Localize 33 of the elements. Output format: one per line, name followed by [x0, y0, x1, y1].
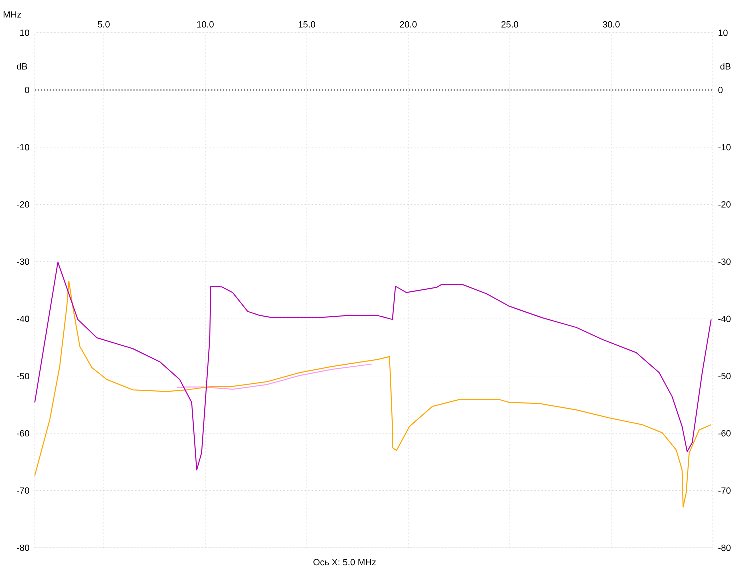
y2-tick-label: -30 — [718, 258, 731, 266]
y2-tick-label: -70 — [718, 488, 731, 494]
text: Ось X: 5.0 MHz — [314, 559, 376, 566]
y2-tick-label: -60 — [718, 430, 731, 437]
y-tick-label: -20 — [17, 201, 30, 208]
x-tick-label: 10.0 — [197, 21, 214, 28]
x-tick-label: 30.0 — [603, 21, 620, 28]
y-tick-label: 0 — [25, 87, 30, 94]
y2-tick-label: 10 — [718, 30, 728, 36]
y2-tick-label: 0 — [718, 87, 723, 94]
x-tick-label: 15.0 — [298, 21, 316, 28]
y2-tick-label: -50 — [718, 373, 731, 380]
y-tick-label: -60 — [17, 430, 30, 437]
y-tick-label: -80 — [17, 544, 30, 552]
y-tick-label: -40 — [17, 316, 30, 322]
x-tick-label: 20.0 — [400, 21, 417, 28]
y-axis-title: dB — [17, 63, 28, 70]
y2-tick-label: -20 — [718, 201, 731, 208]
y2-tick-label: -10 — [718, 144, 731, 151]
y-tick-label: -50 — [17, 373, 30, 380]
y-tick-label: -70 — [17, 488, 30, 494]
x-tick-label: 5.0 — [98, 21, 110, 28]
line-series — [34, 262, 712, 471]
x-tick-label: 25.0 — [502, 21, 518, 28]
y-tick-label: 10 — [20, 30, 30, 36]
line-series — [34, 280, 712, 508]
y2-tick-label: -80 — [718, 544, 731, 552]
y-tick-label: -30 — [17, 258, 30, 266]
x-axis-title: MHz — [4, 12, 22, 18]
y2-axis-title: dB — [720, 63, 731, 70]
y-tick-label: -10 — [17, 144, 30, 151]
y2-tick-label: -40 — [718, 316, 731, 322]
line-series — [176, 364, 372, 390]
